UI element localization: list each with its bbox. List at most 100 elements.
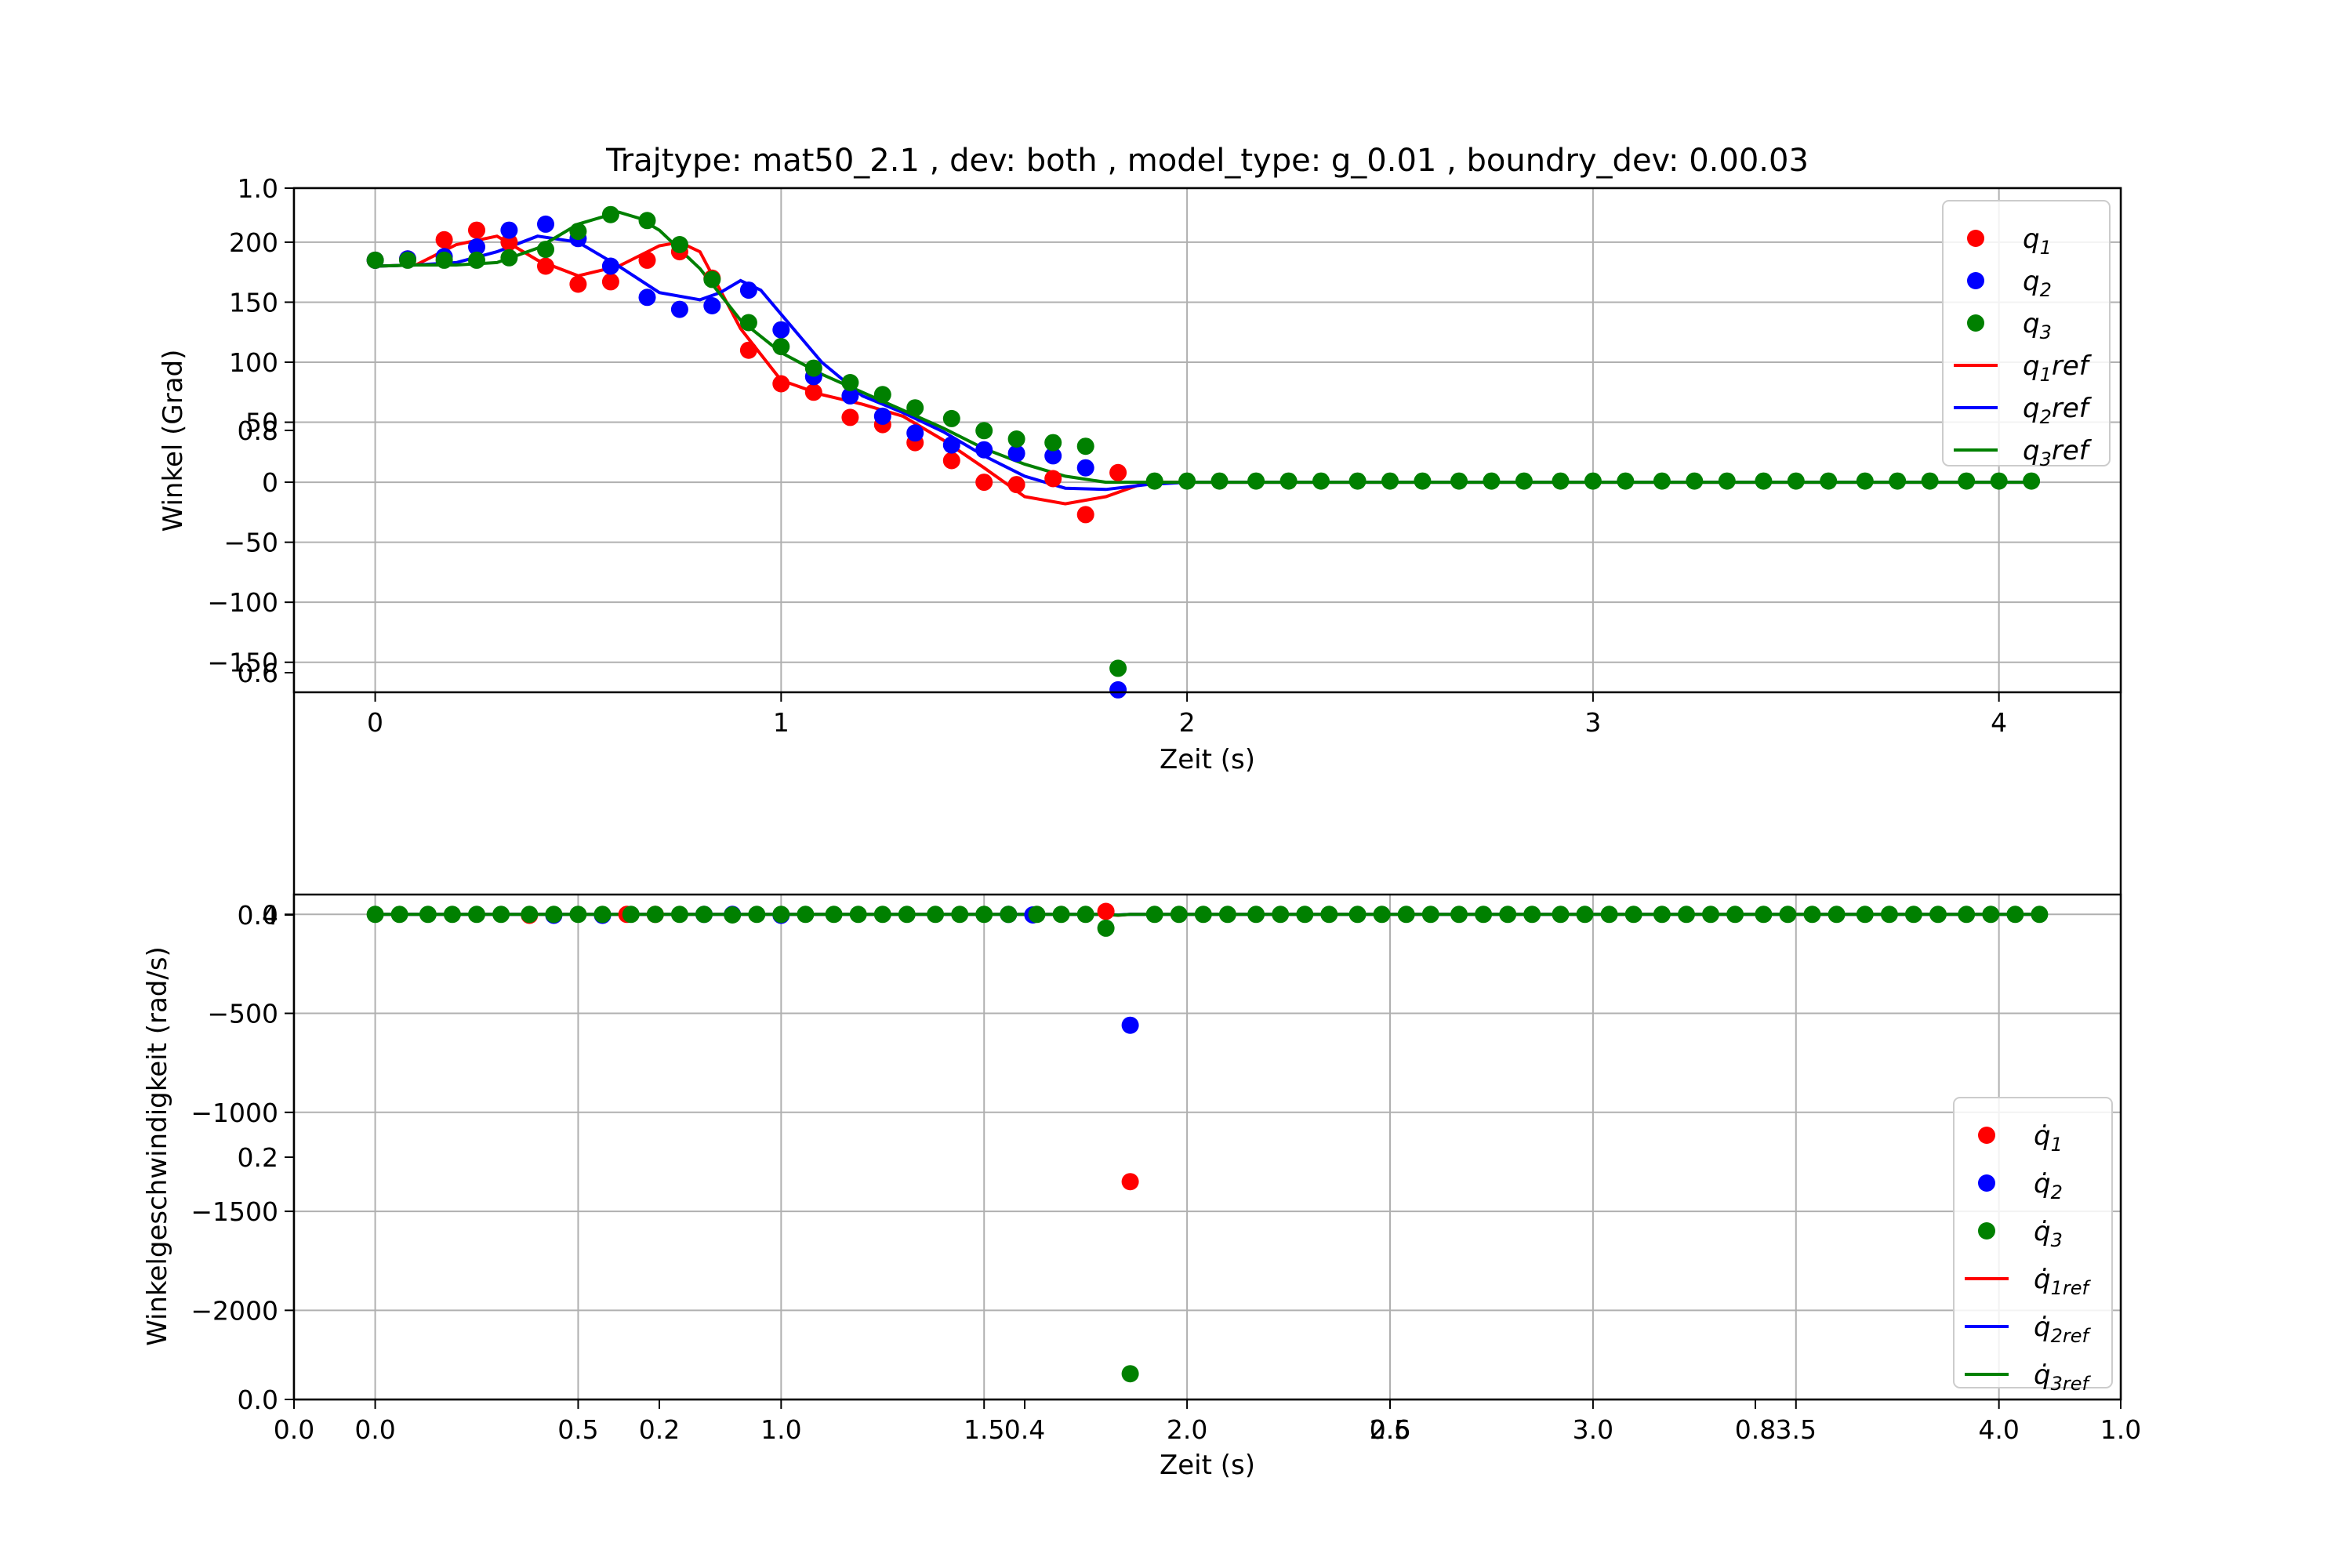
- bottom-x-axis-label: Zeit (s): [1160, 1450, 1255, 1481]
- top-data-point: [873, 386, 891, 404]
- top-x-axis-label: Zeit (s): [1160, 744, 1255, 775]
- top-data-point: [975, 441, 993, 459]
- bottom-data-point: [927, 906, 945, 924]
- bottom-data-point: [748, 906, 766, 924]
- top-data-point: [1515, 472, 1533, 490]
- bottom-data-point: [1000, 906, 1018, 924]
- top-data-point: [975, 474, 993, 492]
- bottom-legend-label: q̇1: [2034, 1120, 2063, 1156]
- bottom-x-tick-label: 2.0: [1167, 1414, 1207, 1445]
- bottom-data-point: [873, 906, 891, 924]
- bottom-data-point: [1076, 906, 1094, 924]
- top-data-point: [804, 359, 822, 377]
- top-data-point: [906, 399, 924, 417]
- top-data-point: [500, 249, 518, 267]
- bottom-x-tick-label: 3.5: [1776, 1414, 1817, 1445]
- top-data-point: [500, 221, 518, 239]
- bottom-data-point: [1523, 906, 1541, 924]
- bottom-data-point: [1475, 906, 1493, 924]
- top-data-point: [1044, 470, 1062, 488]
- bottom-data-point: [593, 906, 612, 924]
- top-data-point: [1414, 472, 1432, 490]
- bottom-subplot: 0.0 0.5 1.0 1.5 2.0 2.5 3.0 3.5 4.0 −2000 −1500 −10…: [142, 893, 2122, 1481]
- bottom-legend-marker: [1978, 1222, 1995, 1240]
- top-legend: q1 q2 q3 q1ref q2ref q3ref: [1942, 200, 2111, 470]
- background-x-tick-label: 0.4: [1004, 1414, 1045, 1445]
- bottom-data-point: [1145, 906, 1163, 924]
- top-data-point: [841, 374, 859, 391]
- bottom-data-point: [443, 906, 461, 924]
- bottom-data-point: [1348, 906, 1367, 924]
- top-data-point: [1348, 472, 1367, 490]
- top-data-point: [1007, 445, 1025, 463]
- top-data-point: [841, 408, 859, 426]
- background-x-tick-label: 0.8: [1735, 1414, 1776, 1445]
- top-data-point: [703, 270, 721, 289]
- top-y-tick-label: 50: [245, 408, 278, 438]
- bottom-legend-label: q̇2: [2034, 1168, 2063, 1203]
- bottom-data-point: [521, 906, 539, 924]
- top-data-point: [569, 223, 587, 241]
- bottom-data-point: [2006, 906, 2024, 924]
- chart-title: Trajtype: mat50_2.1 , dev: both , model_…: [605, 143, 1809, 179]
- top-data-point: [942, 436, 960, 454]
- bottom-markers: [366, 902, 2049, 1383]
- top-data-point: [1552, 472, 1570, 490]
- bottom-data-point: [492, 906, 510, 924]
- bottom-data-point: [1421, 906, 1439, 924]
- bottom-y-tick-label: −2000: [191, 1295, 278, 1326]
- bottom-x-tick-label: 2.5: [1370, 1414, 1410, 1445]
- top-legend-marker: [1967, 314, 1984, 332]
- top-data-point: [1755, 472, 1773, 490]
- bottom-data-point: [1803, 906, 1821, 924]
- top-data-point: [601, 205, 619, 223]
- top-data-point: [1076, 437, 1094, 456]
- top-data-point: [739, 281, 757, 299]
- top-reference-line: [375, 234, 2040, 492]
- top-data-point: [1617, 472, 1635, 490]
- bottom-x-tick-label: 1.5: [964, 1414, 1004, 1445]
- bottom-data-point: [1653, 906, 1671, 924]
- bottom-y-axis-label: Winkelgeschwindigkeit (rad/s): [142, 946, 173, 1346]
- bottom-data-point: [1982, 906, 2000, 924]
- bottom-data-point: [1726, 906, 1744, 924]
- top-data-point: [537, 215, 554, 233]
- bottom-y-tick-label: −1000: [191, 1098, 278, 1128]
- top-data-point: [537, 241, 554, 259]
- top-data-point: [638, 212, 656, 230]
- top-data-point: [975, 422, 993, 440]
- top-data-point: [1584, 472, 1602, 490]
- top-data-point: [1210, 472, 1229, 490]
- top-x-tick-label: 3: [1584, 707, 1601, 738]
- top-data-point: [1007, 430, 1025, 448]
- bottom-data-point: [1218, 906, 1236, 924]
- top-data-point: [739, 341, 757, 359]
- bottom-y-tick-label: 0: [262, 899, 278, 930]
- bottom-data-point: [1247, 906, 1265, 924]
- top-data-point: [942, 409, 960, 427]
- top-data-point: [2023, 472, 2041, 490]
- bottom-ticks: 0.0 0.5 1.0 1.5 2.0 2.5 3.0 3.5 4.0 −2000 −1500 −10…: [191, 899, 2020, 1445]
- bottom-data-point: [695, 906, 713, 924]
- bottom-data-point: [1194, 906, 1212, 924]
- top-x-tick-label: 2: [1179, 707, 1196, 738]
- top-data-point: [772, 321, 790, 339]
- top-data-point: [1990, 472, 2008, 490]
- bottom-data-point: [1856, 906, 1874, 924]
- bottom-data-point: [1121, 1173, 1139, 1191]
- bottom-data-point: [419, 906, 437, 924]
- top-legend-marker: [1967, 230, 1984, 247]
- bottom-data-point: [1880, 906, 1898, 924]
- bottom-data-point: [1552, 906, 1570, 924]
- top-data-point: [1820, 472, 1838, 490]
- bottom-data-point: [1624, 906, 1642, 924]
- bottom-legend-label: q̇2ref: [2034, 1312, 2091, 1347]
- top-legend-label: q3: [2023, 308, 2052, 343]
- top-y-tick-label: 0: [262, 467, 278, 498]
- bottom-legend-marker: [1978, 1127, 1995, 1144]
- bottom-data-point: [545, 906, 563, 924]
- bottom-y-tick-label: −1500: [191, 1196, 278, 1227]
- bottom-data-point: [1755, 906, 1773, 924]
- bottom-data-point: [1097, 902, 1115, 920]
